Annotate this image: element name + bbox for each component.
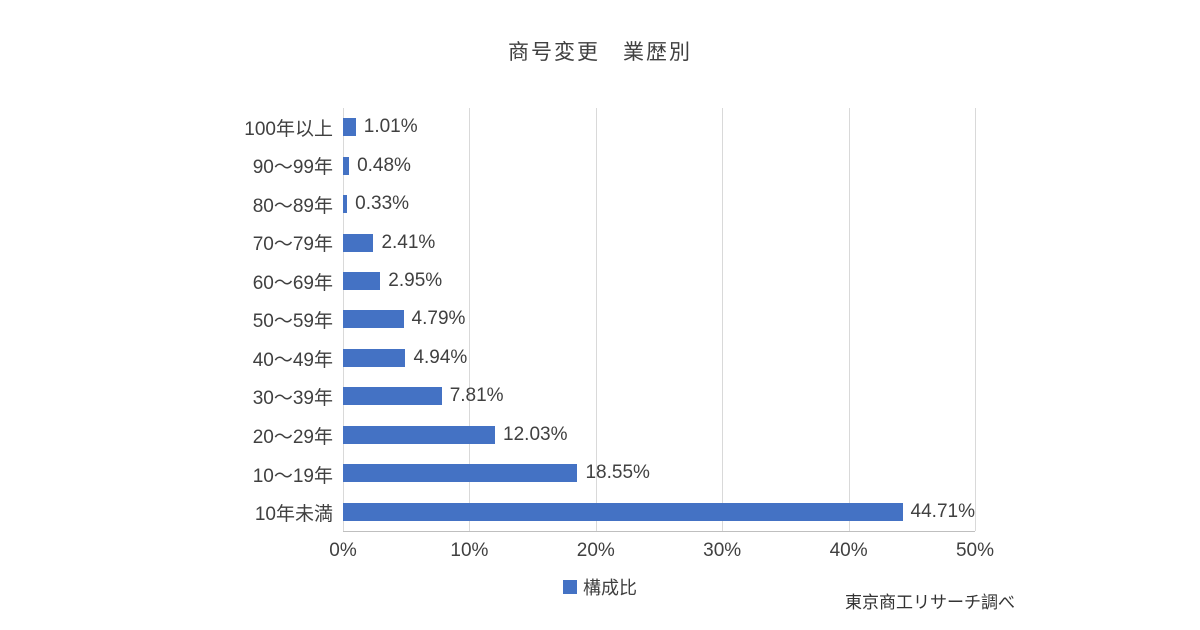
bar-row: 2.41% [343,223,975,261]
bar [343,502,903,521]
category-label: 80～89年 [252,195,333,217]
source-note: 東京商工リサーチ調べ [845,593,1015,612]
category-label: 40～49年 [252,349,333,371]
value-label: 0.33% [355,193,410,215]
bar [343,464,578,483]
bar [343,195,348,214]
bar [343,118,356,137]
bar-row: 0.33% [343,185,975,223]
value-label: 44.71% [910,500,975,522]
x-tick-label: 0% [329,540,357,561]
value-label: 12.03% [503,423,568,445]
value-label: 2.95% [388,270,443,292]
bar-row: 0.48% [343,146,975,184]
value-label: 18.55% [585,462,650,484]
value-label: 1.01% [363,116,418,138]
x-tick-label: 30% [703,540,742,561]
bar-row: 44.71% [343,493,975,531]
bar [343,156,350,175]
legend: 構成比 [0,574,1200,600]
category-label: 10年未満 [254,504,333,526]
value-label: 4.94% [413,346,468,368]
bar-row: 12.03% [343,416,975,454]
category-label: 90～99年 [252,157,333,179]
value-label: 0.48% [357,154,411,176]
category-label: 70～79年 [252,234,333,256]
gridline [975,108,976,531]
category-label: 60～69年 [252,272,333,294]
bar [343,348,406,367]
plot-area: 1.01% 0.48% 0.33% 2.41% 2.95% 4.79% 4.94% 7.81%… [343,108,976,532]
bar [343,425,496,444]
gridline [848,108,850,531]
gridline [595,108,597,531]
gridline [722,108,724,531]
category-axis: 100年以上 90～99年 80～89年 70～79年 60～69年 50～59年 40～4… [113,108,333,532]
bar [343,233,374,252]
category-label: 50～59年 [252,311,333,333]
category-label: 100年以上 [244,118,333,140]
x-tick-label: 20% [576,540,615,561]
bar-row: 4.94% [343,339,975,377]
bar [343,387,442,406]
x-tick-label: 40% [829,540,868,561]
bar-row: 1.01% [343,108,975,146]
value-label: 7.81% [449,385,504,407]
bar-row: 7.81% [343,377,975,415]
chart-title: 商号変更 業歴別 [508,41,692,64]
category-label: 30～39年 [252,388,333,410]
value-label: 2.41% [381,231,436,253]
x-tick-label: 10% [450,540,489,561]
bar-row: 4.79% [343,300,975,338]
gridline [469,108,471,531]
bar [343,272,381,291]
bar-row: 2.95% [343,262,975,300]
legend-label: 構成比 [583,578,637,598]
bar-row: 18.55% [343,454,975,492]
value-label: 4.79% [411,308,466,330]
bar [343,310,404,329]
category-label: 10～19年 [252,465,333,487]
x-tick-label: 50% [955,540,995,561]
x-axis: 0% 10% 20% 30% 40% 50% [329,540,994,566]
legend-swatch-icon [563,580,577,594]
category-label: 20～29年 [252,427,333,449]
